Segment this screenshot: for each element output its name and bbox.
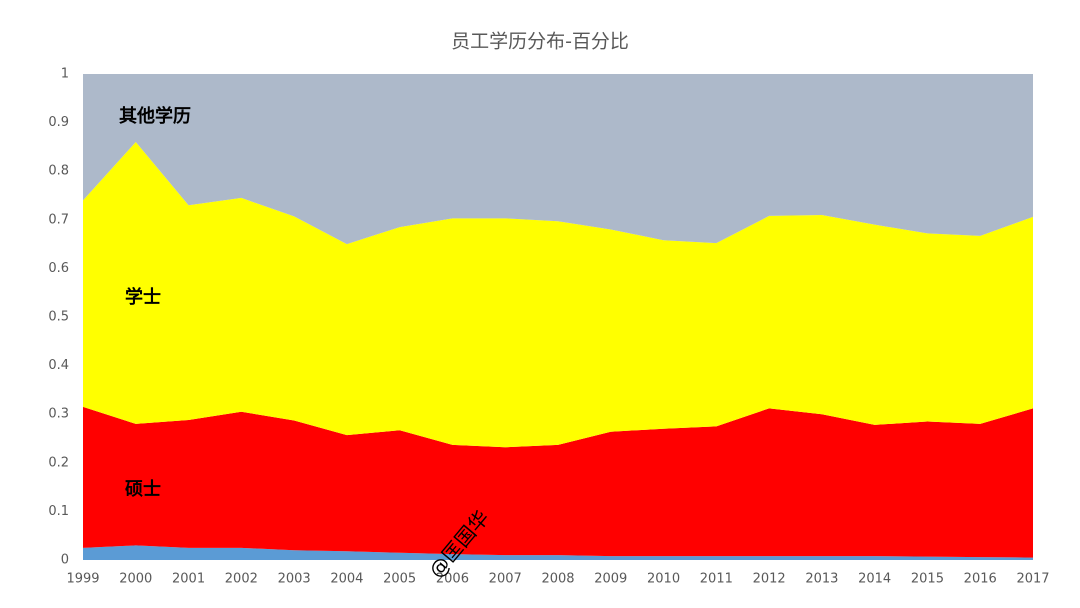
x-tick-label: 1999	[66, 572, 99, 587]
y-tick-label: 0	[61, 553, 69, 568]
x-tick-label: 2010	[647, 572, 680, 587]
x-tick-label: 2015	[911, 572, 944, 587]
y-tick-label: 0.8	[48, 164, 69, 179]
y-tick-label: 0.5	[48, 310, 69, 325]
series-label: 硕士	[125, 479, 161, 500]
x-tick-label: 2009	[594, 572, 627, 587]
x-tick-label: 2003	[278, 572, 311, 587]
x-tick-label: 2004	[330, 572, 363, 587]
series-label: 其他学历	[119, 105, 191, 127]
area	[83, 142, 1033, 448]
x-tick-label: 2013	[805, 572, 838, 587]
x-tick-label: 2006	[436, 572, 469, 587]
y-tick-label: 0.3	[48, 407, 69, 422]
x-tick-label: 2005	[383, 572, 416, 587]
x-tick-label: 2000	[119, 572, 152, 587]
x-tick-label: 2016	[964, 572, 997, 587]
x-tick-label: 2017	[1016, 572, 1049, 587]
y-tick-label: 1	[61, 67, 69, 82]
x-tick-label: 2002	[225, 572, 258, 587]
area	[83, 406, 1033, 558]
area	[83, 74, 1033, 245]
x-tick-label: 2014	[858, 572, 891, 587]
chart-title: 员工学历分布-百分比	[451, 31, 629, 53]
x-tick-label: 2012	[753, 572, 786, 587]
y-tick-label: 0.4	[48, 358, 69, 373]
y-tick-label: 0.2	[48, 455, 69, 470]
x-tick-label: 2001	[172, 572, 205, 587]
area	[83, 545, 1033, 560]
y-tick-label: 0.9	[48, 115, 69, 130]
y-tick-label: 0.1	[48, 504, 69, 519]
x-tick-label: 2011	[700, 572, 733, 587]
y-tick-label: 0.6	[48, 261, 69, 276]
x-tick-label: 2008	[541, 572, 574, 587]
y-tick-label: 0.7	[48, 212, 69, 227]
series-label: 学士	[125, 286, 161, 308]
x-tick-label: 2007	[489, 572, 522, 587]
